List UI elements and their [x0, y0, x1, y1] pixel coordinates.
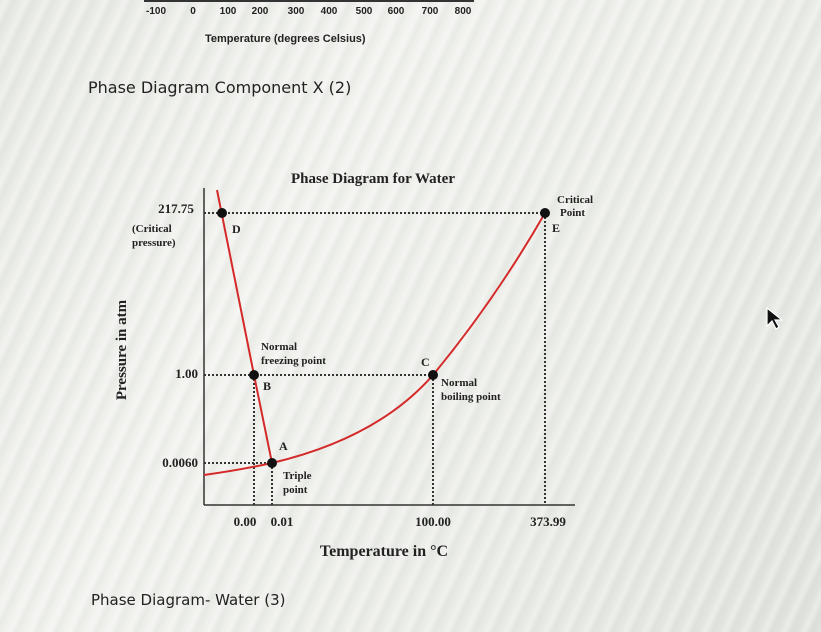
axis-line	[144, 0, 474, 2]
point-e-letter: E	[552, 221, 560, 235]
point-e-label: Point	[560, 207, 585, 219]
y-tick-note: (Critical	[132, 223, 172, 235]
point-c-label: Normal	[441, 377, 477, 389]
point-d-letter: D	[232, 222, 241, 236]
sublimation-curve	[203, 462, 273, 476]
previous-chart-axis: -100 0 100 200 300 400 500 600 700 800 T…	[140, 0, 480, 60]
tick-label: 100	[219, 6, 237, 17]
point-c-letter: C	[421, 355, 430, 369]
tick-label: 500	[355, 6, 373, 17]
x-tick-boiling: 100.00	[415, 514, 451, 529]
tick-label: 300	[287, 6, 305, 17]
tick-label: 0	[190, 6, 196, 17]
point-c	[428, 370, 438, 380]
vaporization-curve	[271, 212, 546, 464]
point-e	[540, 208, 550, 218]
point-d	[217, 208, 227, 218]
tick-label: -100	[145, 6, 167, 17]
tick-label: 400	[320, 6, 338, 17]
point-a-label: point	[283, 484, 308, 496]
x-tick-freezing: 0.00	[234, 514, 257, 529]
section-heading-component-x: Phase Diagram Component X (2)	[88, 78, 352, 97]
y-tick-one-atm: 1.00	[175, 366, 198, 381]
section-heading-water: Phase Diagram- Water (3)	[91, 591, 286, 609]
y-tick-triple-pressure: 0.0060	[162, 455, 198, 470]
melting-curve	[216, 189, 273, 464]
x-axis-title: Temperature in °C	[320, 543, 448, 560]
y-axis-title: Pressure in atm	[114, 299, 130, 400]
mouse-cursor-icon	[766, 306, 784, 330]
point-a-letter: A	[279, 439, 288, 453]
axis-title: Temperature (degrees Celsius)	[205, 33, 366, 45]
tick-label: 700	[421, 6, 439, 17]
x-tick-triple: 0.01	[271, 514, 294, 529]
tick-label: 200	[251, 6, 269, 17]
point-c-label: boiling point	[441, 391, 501, 403]
x-tick-critical: 373.99	[530, 514, 566, 529]
point-b	[249, 370, 259, 380]
tick-label: 600	[387, 6, 405, 17]
tick-label: 800	[454, 6, 472, 17]
point-a-label: Triple	[283, 470, 312, 482]
diagram-title: Phase Diagram for Water	[291, 171, 455, 187]
point-b-label: Normal	[261, 341, 297, 353]
y-tick-note: pressure)	[132, 237, 176, 249]
point-b-letter: B	[263, 379, 271, 393]
y-tick-critical-pressure: 217.75	[158, 201, 194, 216]
point-b-label: freezing point	[261, 355, 326, 367]
point-e-label: Critical	[557, 194, 593, 206]
point-a	[267, 458, 277, 468]
